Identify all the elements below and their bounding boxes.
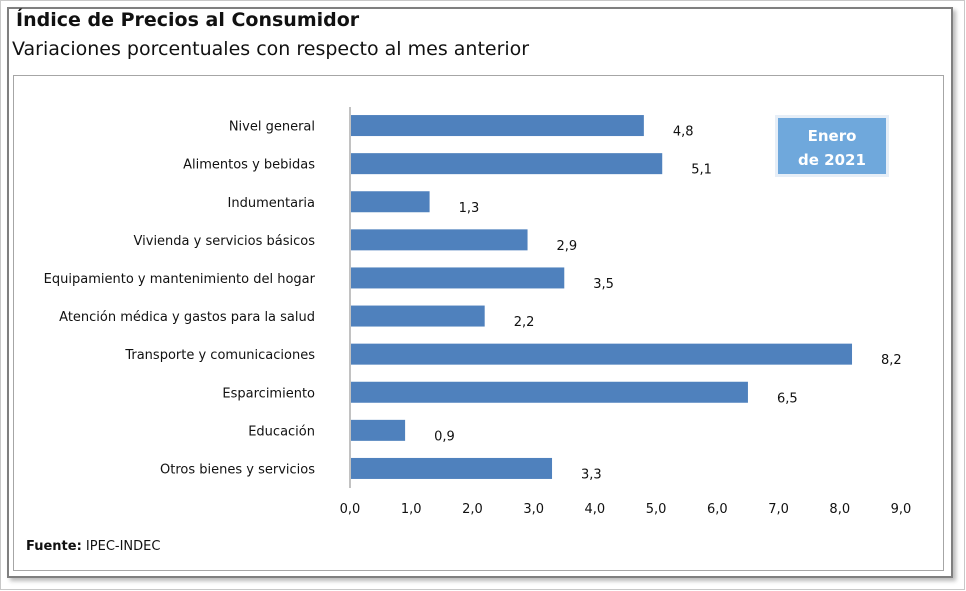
x-tick-label: 9,0 [891, 502, 912, 517]
bar [351, 115, 644, 137]
category-label: Educación [248, 424, 315, 439]
category-label: Otros bienes y servicios [160, 462, 315, 477]
source-value: IPEC-INDEC [81, 539, 161, 554]
x-tick-label: 8,0 [829, 502, 850, 517]
bar [351, 457, 553, 479]
bar [351, 419, 406, 441]
value-label: 3,3 [581, 467, 602, 482]
bar [351, 305, 485, 327]
badge-line1: Enero [807, 127, 857, 145]
value-label: 0,9 [434, 429, 455, 444]
bar [351, 191, 430, 213]
value-label: 3,5 [593, 277, 614, 292]
category-label: Indumentaria [228, 196, 315, 211]
source-label: Fuente: [26, 539, 82, 554]
value-label: 2,9 [557, 239, 578, 254]
x-tick-label: 7,0 [768, 502, 789, 517]
chart-title: Índice de Precios al Consumidor [16, 9, 360, 31]
x-tick-label: 1,0 [401, 502, 422, 517]
x-tick-label: 6,0 [707, 502, 728, 517]
bar [351, 343, 853, 365]
chart-frame [7, 7, 953, 578]
category-label: Esparcimiento [222, 386, 315, 401]
category-label: Atención médica y gastos para la salud [59, 310, 315, 325]
period-badge: Enero de 2021 [775, 115, 889, 177]
x-tick-label: 2,0 [462, 502, 483, 517]
x-tick-label: 5,0 [646, 502, 667, 517]
value-label: 2,2 [514, 315, 535, 330]
x-tick-label: 3,0 [523, 502, 544, 517]
category-label: Transporte y comunicaciones [124, 348, 315, 363]
value-label: 6,5 [777, 391, 798, 406]
bar [351, 153, 663, 175]
bar [351, 381, 748, 403]
category-label: Vivienda y servicios básicos [134, 234, 316, 249]
badge-line2: de 2021 [798, 151, 866, 169]
bar [351, 267, 565, 289]
value-label: 8,2 [881, 353, 902, 368]
bar [351, 229, 528, 251]
x-tick-label: 0,0 [340, 502, 361, 517]
category-label: Nivel general [229, 120, 315, 135]
source-note: Fuente: IPEC-INDEC [26, 539, 160, 554]
value-label: 5,1 [691, 163, 712, 178]
category-label: Alimentos y bebidas [183, 158, 315, 173]
category-label: Equipamiento y mantenimiento del hogar [44, 272, 316, 287]
x-tick-label: 4,0 [585, 502, 606, 517]
chart-subtitle: Variaciones porcentuales con respecto al… [12, 38, 530, 60]
value-label: 1,3 [459, 201, 480, 216]
plot-area [13, 75, 944, 571]
value-label: 4,8 [673, 125, 694, 140]
